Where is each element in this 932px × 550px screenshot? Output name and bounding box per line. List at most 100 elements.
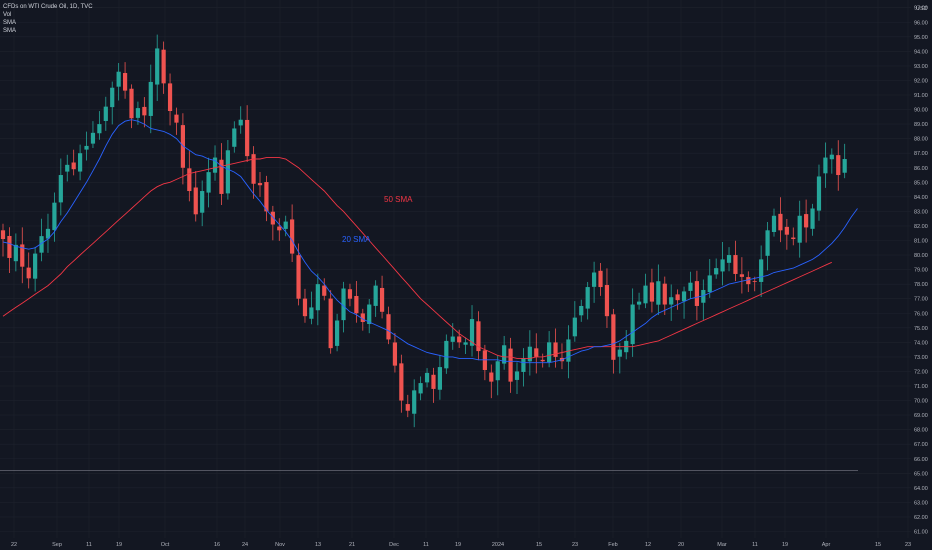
candle [58, 158, 63, 216]
candle [636, 292, 642, 310]
candle-body [765, 230, 770, 256]
candle [386, 306, 391, 345]
candle [521, 348, 526, 387]
candle [791, 227, 796, 246]
indicator-sma[interactable]: SMA [3, 20, 17, 26]
candle-body [257, 183, 263, 186]
time-axis[interactable]: 22 Sep 11 19 Oct 16 24 Nov 13 21 Dec 11 19 2024 15 23 Fe… [11, 542, 911, 548]
candle-body [200, 191, 205, 213]
indicator-volume[interactable]: Vol [3, 12, 12, 18]
candle-body [315, 284, 320, 311]
candle-body [431, 374, 436, 389]
candle-body [579, 305, 584, 316]
candle [489, 364, 494, 399]
candle [810, 203, 815, 236]
candle [347, 283, 353, 307]
candle [26, 252, 31, 289]
y-tick-label: 91.00 [914, 93, 928, 99]
candle [322, 278, 327, 301]
candle-body [322, 285, 327, 296]
x-tick-label: Feb [608, 542, 617, 548]
candle [630, 288, 635, 357]
candle-body [232, 128, 237, 147]
candle-body [219, 159, 224, 194]
candle-body [206, 172, 211, 193]
candle [778, 197, 783, 243]
candle-body [444, 340, 449, 369]
candle-body [476, 321, 481, 352]
candle-body [58, 175, 63, 203]
candle-body [412, 390, 417, 414]
y-tick-label: 85.00 [914, 180, 928, 186]
candle-body [335, 320, 340, 346]
candle [97, 111, 102, 140]
candle-body [174, 114, 179, 123]
candle [367, 299, 372, 334]
candle-body [161, 49, 166, 84]
x-tick-label: Oct [161, 542, 170, 548]
candle-body [290, 219, 295, 254]
x-tick-label: 15 [536, 542, 542, 548]
candle-body [187, 168, 192, 192]
candle-body [167, 83, 173, 112]
candle [714, 258, 719, 279]
candle [624, 330, 629, 360]
candle-body [45, 228, 51, 239]
candle [45, 213, 51, 253]
candle [527, 330, 532, 376]
candle-body [489, 372, 494, 382]
candle [103, 96, 108, 131]
symbol-title[interactable]: CFDs on WTI Crude Oil, 1D, TVC [3, 4, 93, 10]
y-tick-label: 71.00 [914, 384, 928, 390]
candle-body [643, 285, 648, 304]
candle-body [469, 319, 475, 346]
candle-body [714, 268, 719, 275]
x-tick-label: 21 [349, 542, 355, 548]
y-tick-label: 78.00 [914, 282, 928, 288]
candle-body [694, 281, 699, 306]
candle [424, 368, 430, 388]
candle [187, 151, 192, 202]
candle [110, 81, 115, 125]
candle-body [7, 235, 12, 258]
y-tick-label: 67.00 [914, 442, 928, 448]
candle [707, 259, 712, 298]
candle [829, 148, 834, 174]
candle-body [129, 88, 134, 119]
sma-20-line [2, 119, 858, 364]
candle-body [701, 289, 706, 303]
candle [412, 379, 417, 428]
y-tick-label: 69.00 [914, 413, 928, 419]
y-tick-label: 80.00 [914, 253, 928, 259]
y-tick-label: 89.00 [914, 122, 928, 128]
candle [328, 290, 333, 354]
price-axis[interactable]: 97.00 96.00 95.00 94.00 93.00 92.00 91.00 90.00… [914, 6, 928, 536]
candle-body [0, 230, 6, 240]
candle-body [540, 359, 545, 362]
candle-body [791, 237, 796, 240]
candle-body [251, 154, 256, 184]
x-tick-label: 23 [572, 542, 578, 548]
candle [804, 199, 809, 243]
candle-body [836, 155, 841, 176]
candle-body [33, 253, 38, 279]
candle [20, 227, 25, 284]
candle [534, 333, 539, 374]
y-tick-label: 76.00 [914, 311, 928, 317]
candle-body [424, 372, 430, 383]
candle-body [65, 164, 70, 172]
y-tick-label: 83.00 [914, 209, 928, 215]
candle [752, 276, 757, 292]
y-tick-label: 86.00 [914, 166, 928, 172]
indicator-sma[interactable]: SMA [3, 28, 17, 34]
candle-body [155, 48, 160, 85]
candle [129, 84, 134, 129]
candle-body [746, 277, 751, 285]
y-tick-label: 63.00 [914, 500, 928, 506]
candle-body [309, 307, 314, 319]
candle-body [739, 274, 744, 277]
candle [739, 257, 744, 294]
y-tick-label: 77.00 [914, 297, 928, 303]
y-tick-label: 88.00 [914, 137, 928, 143]
